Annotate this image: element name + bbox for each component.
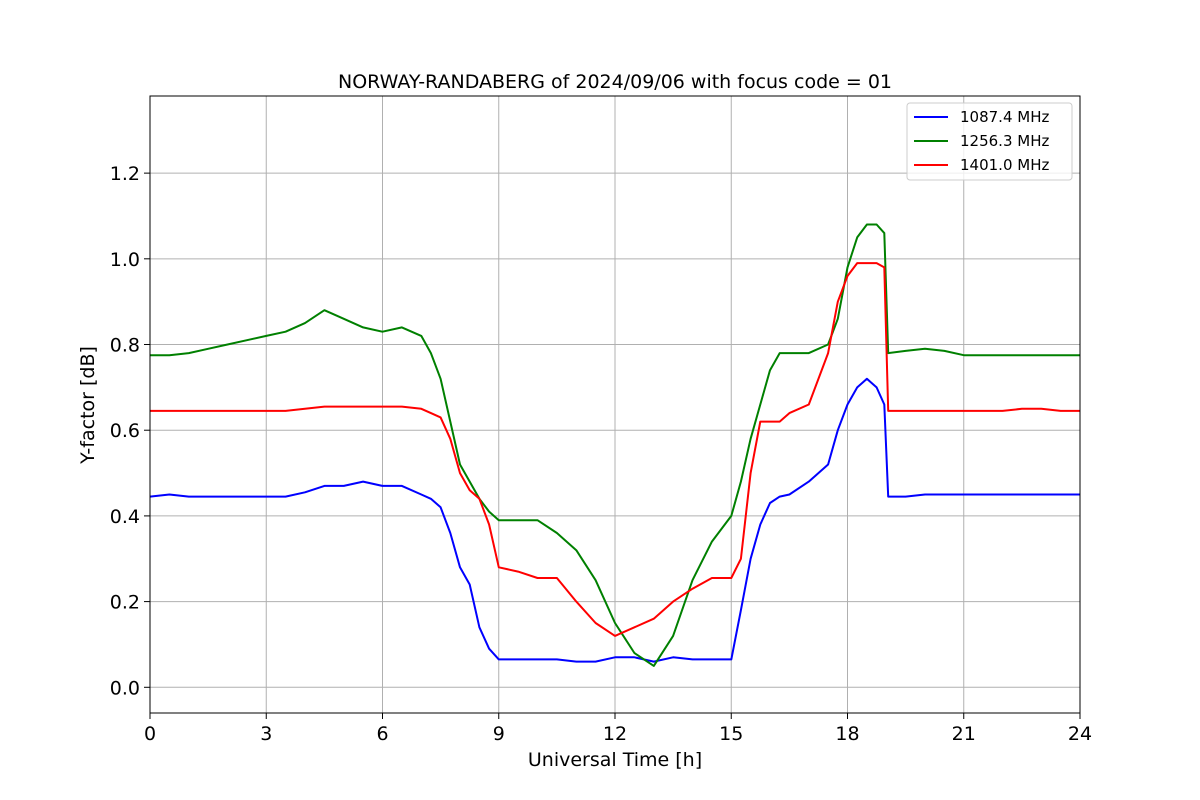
legend: 1087.4 MHz 1256.3 MHz 1401.0 MHz	[906, 102, 1073, 181]
chart-title: NORWAY-RANDABERG of 2024/09/06 with focu…	[338, 71, 892, 93]
series-line-1256-3	[150, 223, 1080, 667]
y-tick-label: 0.4	[110, 506, 140, 528]
x-tick-label: 0	[144, 723, 156, 745]
y-axis-ticks: 0.0 0.2 0.4 0.6 0.8 1.0 1.2	[110, 163, 150, 699]
y-tick-label: 1.2	[110, 163, 140, 185]
x-tick-label: 12	[603, 723, 627, 745]
y-tick-label: 0.8	[110, 335, 140, 357]
y-tick-label: 1.0	[110, 249, 140, 271]
x-tick-label: 9	[493, 723, 505, 745]
x-tick-label: 3	[260, 723, 272, 745]
y-axis-label: Y-factor [dB]	[77, 346, 99, 465]
series-line-1401-0	[150, 262, 1080, 637]
x-tick-label: 21	[952, 723, 976, 745]
y-tick-label: 0.6	[110, 420, 140, 442]
legend-box	[906, 102, 1073, 181]
x-tick-label: 15	[719, 723, 743, 745]
legend-label-1256: 1256.3 MHz	[960, 132, 1049, 150]
y-tick-label: 0.0	[110, 677, 140, 699]
x-axis-label: Universal Time [h]	[528, 749, 702, 771]
x-tick-label: 18	[835, 723, 859, 745]
x-tick-label: 24	[1068, 723, 1092, 745]
x-tick-label: 6	[376, 723, 388, 745]
y-tick-label: 0.2	[110, 592, 140, 614]
legend-label-1087: 1087.4 MHz	[960, 108, 1049, 126]
x-axis-ticks: 0 3 6 9 12 15 18 21 24	[144, 713, 1092, 745]
series-layer	[149, 223, 1080, 667]
legend-label-1401: 1401.0 MHz	[960, 156, 1049, 174]
